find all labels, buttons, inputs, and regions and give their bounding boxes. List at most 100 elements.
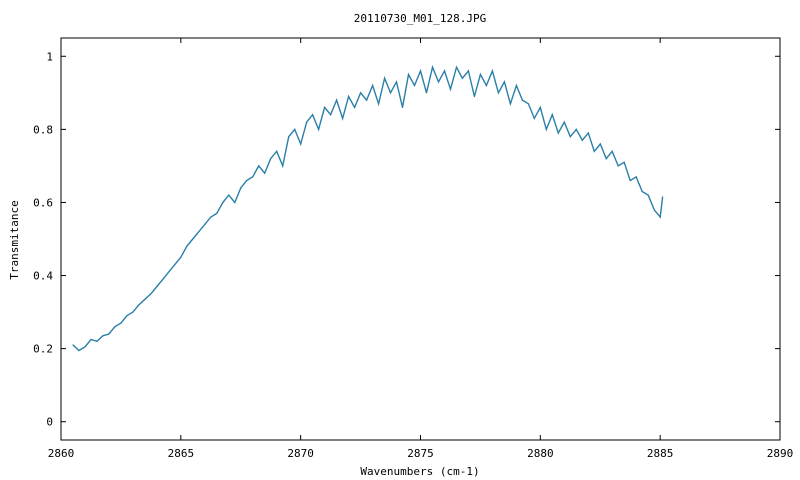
data-point	[509, 103, 511, 105]
data-point	[336, 99, 338, 101]
data-point	[300, 143, 302, 145]
x-tick-label: 2870	[287, 447, 314, 460]
data-point	[264, 172, 266, 174]
data-point	[635, 176, 637, 178]
data-point	[641, 190, 643, 193]
data-point	[192, 238, 194, 240]
data-point	[354, 106, 356, 108]
data-point	[126, 315, 128, 317]
data-point	[563, 121, 565, 123]
data-point	[150, 293, 152, 295]
data-point	[407, 73, 410, 76]
data-point	[276, 150, 278, 152]
data-point	[282, 165, 284, 167]
data-point	[461, 77, 463, 79]
data-point	[162, 278, 164, 280]
data-point	[599, 143, 601, 145]
data-points-layer	[72, 66, 664, 352]
data-point	[473, 95, 475, 98]
data-point	[312, 114, 314, 116]
data-point	[539, 106, 541, 108]
data-point	[84, 346, 86, 348]
data-point	[545, 128, 547, 130]
data-point	[401, 106, 404, 108]
y-tick-label: 1	[46, 50, 53, 63]
data-point	[503, 81, 505, 83]
data-point	[533, 117, 535, 119]
data-point	[491, 70, 493, 72]
data-point	[617, 165, 619, 167]
data-point	[198, 231, 200, 233]
data-point	[521, 99, 524, 101]
tick-labels-layer: 2860 2865 2870 2875 2880 2885 2890 0 0.2 0.4 0.6 0.…	[33, 50, 793, 460]
data-point	[294, 128, 296, 130]
data-point	[384, 77, 386, 79]
data-point	[246, 179, 248, 182]
data-point	[252, 176, 254, 178]
x-tick-label: 2880	[527, 447, 554, 460]
data-point	[557, 132, 559, 134]
x-tick-label: 2890	[767, 447, 794, 460]
data-point	[395, 81, 398, 83]
data-point	[138, 304, 140, 306]
data-point	[234, 201, 236, 204]
data-series-line	[72, 64, 664, 352]
y-tick-label: 0	[46, 416, 53, 429]
data-point	[72, 344, 74, 346]
data-point	[210, 216, 212, 218]
data-point	[479, 73, 481, 76]
data-point	[605, 158, 607, 160]
data-point	[342, 117, 344, 119]
data-point	[102, 335, 104, 337]
data-point	[515, 84, 518, 87]
data-point	[497, 92, 499, 94]
data-point	[132, 311, 134, 313]
data-point	[611, 150, 613, 152]
data-point	[96, 340, 98, 342]
x-tick-label: 2865	[168, 447, 195, 460]
chart-title: 20110730_M01_128.JPG	[354, 12, 486, 25]
data-point	[216, 212, 218, 214]
data-point	[629, 179, 631, 182]
data-point	[623, 161, 625, 163]
y-tick-label: 0.2	[33, 343, 53, 356]
data-point	[324, 106, 326, 108]
data-point	[372, 84, 374, 87]
data-point	[120, 322, 122, 324]
data-point	[575, 128, 577, 130]
data-point	[168, 271, 170, 273]
data-point	[288, 136, 290, 138]
data-point	[156, 285, 158, 288]
data-point	[318, 128, 320, 130]
data-point	[366, 99, 368, 101]
data-point	[485, 84, 487, 87]
y-tick-label: 0.8	[33, 123, 53, 136]
data-point	[662, 196, 664, 198]
data-point	[228, 194, 230, 196]
data-point	[348, 95, 350, 98]
x-axis-label: Wavenumbers (cm-1)	[360, 465, 479, 478]
data-point	[593, 150, 595, 152]
data-point	[270, 158, 272, 160]
data-point	[240, 187, 242, 189]
data-point	[437, 81, 440, 83]
data-point	[569, 136, 571, 138]
data-point	[527, 103, 530, 105]
data-point	[581, 139, 583, 141]
data-point	[180, 256, 182, 258]
data-point	[653, 209, 655, 211]
data-point	[659, 216, 661, 218]
y-tick-label: 0.4	[33, 270, 53, 283]
data-point	[551, 114, 553, 116]
data-point	[306, 121, 308, 123]
ticks-layer	[60, 38, 781, 440]
data-point	[378, 103, 380, 105]
data-point	[78, 349, 80, 352]
x-tick-label: 2875	[407, 447, 434, 460]
data-point	[587, 132, 589, 134]
data-point	[455, 66, 458, 68]
data-point	[413, 84, 416, 87]
data-point	[330, 114, 332, 116]
